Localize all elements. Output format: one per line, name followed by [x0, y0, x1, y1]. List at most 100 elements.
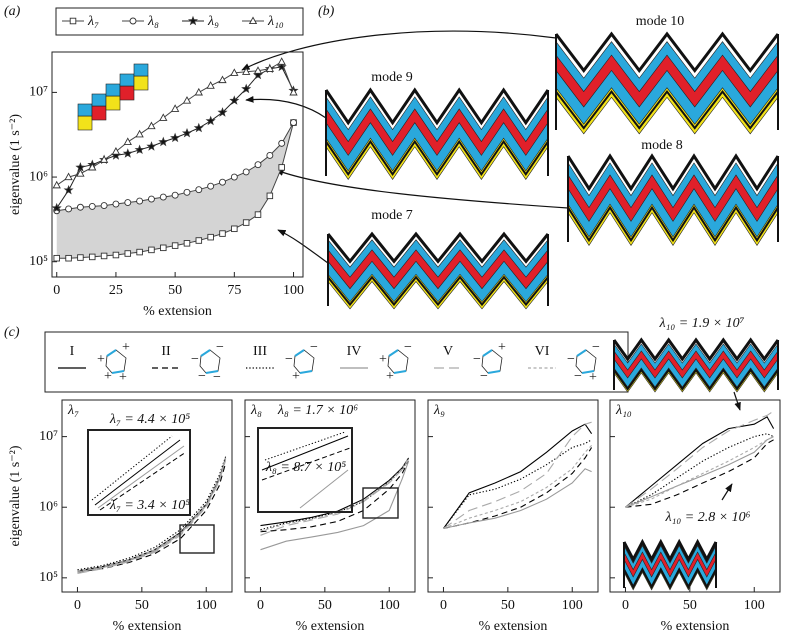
- origami-face: [133, 63, 149, 77]
- series-line: [625, 410, 774, 508]
- mode-icon: [299, 370, 313, 374]
- marker: [181, 127, 193, 138]
- series-line: [77, 460, 227, 575]
- marker: [124, 250, 132, 257]
- series-line: [625, 439, 774, 508]
- zoom-box: [179, 524, 215, 554]
- marker: [182, 96, 192, 104]
- zoom-box: [257, 427, 353, 513]
- marker: [99, 155, 109, 163]
- series-line: [443, 468, 592, 530]
- x-tick-label: 0: [257, 598, 264, 613]
- marker: [278, 164, 285, 171]
- marker: [195, 186, 203, 194]
- marker: [171, 242, 179, 249]
- mode-sign: −: [592, 340, 600, 355]
- mode-icon: [294, 349, 305, 357]
- series-line: [77, 463, 227, 573]
- plot-frame: [61, 399, 233, 593]
- plot-frame: [244, 399, 416, 593]
- legend-label: λ₁₀: [267, 14, 284, 29]
- marker: [76, 203, 84, 211]
- marker: [171, 191, 179, 199]
- y-tick-label: 10⁷: [39, 429, 58, 444]
- x-tick-label: 100: [283, 283, 304, 298]
- marker: [252, 69, 264, 80]
- origami-face: [77, 115, 93, 131]
- origami-face: [77, 103, 93, 117]
- marker: [248, 16, 258, 25]
- mode-sign: +: [292, 369, 300, 384]
- marker: [51, 202, 62, 213]
- x-tick-label: 0: [53, 283, 60, 298]
- origami-face: [133, 75, 149, 91]
- plot-frame: [51, 51, 304, 278]
- x-tick-label: 0: [440, 598, 447, 613]
- zoom-box: [362, 487, 399, 519]
- series-line: [625, 416, 775, 508]
- mode-sign: −: [216, 340, 224, 355]
- marker: [159, 113, 168, 121]
- marker: [278, 139, 286, 147]
- mode-sign: −: [404, 340, 412, 355]
- marker: [88, 202, 96, 210]
- y-tick-label: 10⁶: [39, 499, 58, 514]
- x-axis-label: % extension: [143, 304, 212, 319]
- origami-edge: [324, 87, 550, 126]
- marker: [160, 244, 167, 252]
- marker: [134, 144, 145, 155]
- legend-label: I: [70, 344, 75, 359]
- marker: [53, 254, 60, 262]
- origami-face: [105, 83, 121, 97]
- mode-sign: −: [480, 369, 488, 384]
- y-axis-label: eigenvalue (1 s⁻²): [8, 445, 23, 546]
- origami-face: [613, 343, 779, 388]
- marker: [147, 121, 156, 130]
- zoom-detail: [91, 435, 173, 501]
- mode-icon: [576, 349, 587, 357]
- marker: [146, 141, 157, 151]
- marker: [265, 64, 275, 72]
- x-tick-label: 100: [196, 598, 217, 613]
- x-axis-label: % extension: [296, 619, 365, 634]
- mode-sign: +: [589, 370, 597, 385]
- mode-icon: [111, 370, 125, 374]
- series-line: [443, 421, 592, 529]
- marker: [170, 104, 180, 112]
- x-tick-label: 50: [501, 598, 515, 613]
- x-tick-label: 25: [109, 283, 123, 298]
- mode-icon: [200, 349, 211, 357]
- mode-icon: [482, 349, 493, 357]
- marker: [65, 254, 72, 262]
- mode-label: mode 10: [636, 14, 685, 29]
- series-line: [260, 460, 410, 533]
- shaded-area: [56, 122, 294, 259]
- marker: [290, 119, 297, 127]
- mode-label: mode 7: [371, 208, 413, 223]
- marker: [187, 15, 199, 26]
- origami-face: [91, 105, 107, 121]
- x-tick-label: 50: [683, 598, 697, 613]
- x-axis-label: % extension: [661, 619, 730, 634]
- origami-face: [119, 73, 135, 87]
- marker: [230, 68, 239, 76]
- marker: [77, 254, 84, 261]
- marker: [242, 219, 250, 226]
- marker: [195, 237, 203, 244]
- mode-sign: +: [379, 352, 387, 367]
- marker: [230, 173, 238, 181]
- y-tick-label: 10⁷: [29, 85, 48, 100]
- mode-icon: [106, 349, 117, 357]
- mode-sign: +: [97, 352, 105, 367]
- marker: [206, 81, 215, 89]
- zoom-detail: [99, 451, 187, 511]
- marker: [158, 136, 169, 147]
- marker: [277, 57, 286, 65]
- mode-sign: −: [213, 370, 221, 385]
- origami-face: [105, 95, 121, 111]
- marker: [159, 193, 167, 201]
- legend-label: IV: [347, 344, 362, 359]
- marker: [64, 172, 73, 181]
- marker: [219, 230, 226, 237]
- origami-edge: [622, 538, 718, 563]
